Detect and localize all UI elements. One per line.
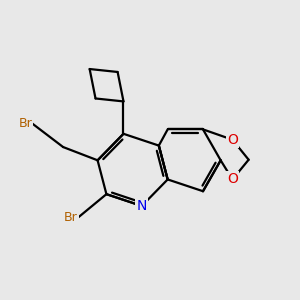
Text: O: O xyxy=(227,172,238,186)
Text: Br: Br xyxy=(19,117,32,130)
Text: Br: Br xyxy=(64,211,78,224)
Text: O: O xyxy=(227,133,238,147)
Text: N: N xyxy=(136,199,147,213)
